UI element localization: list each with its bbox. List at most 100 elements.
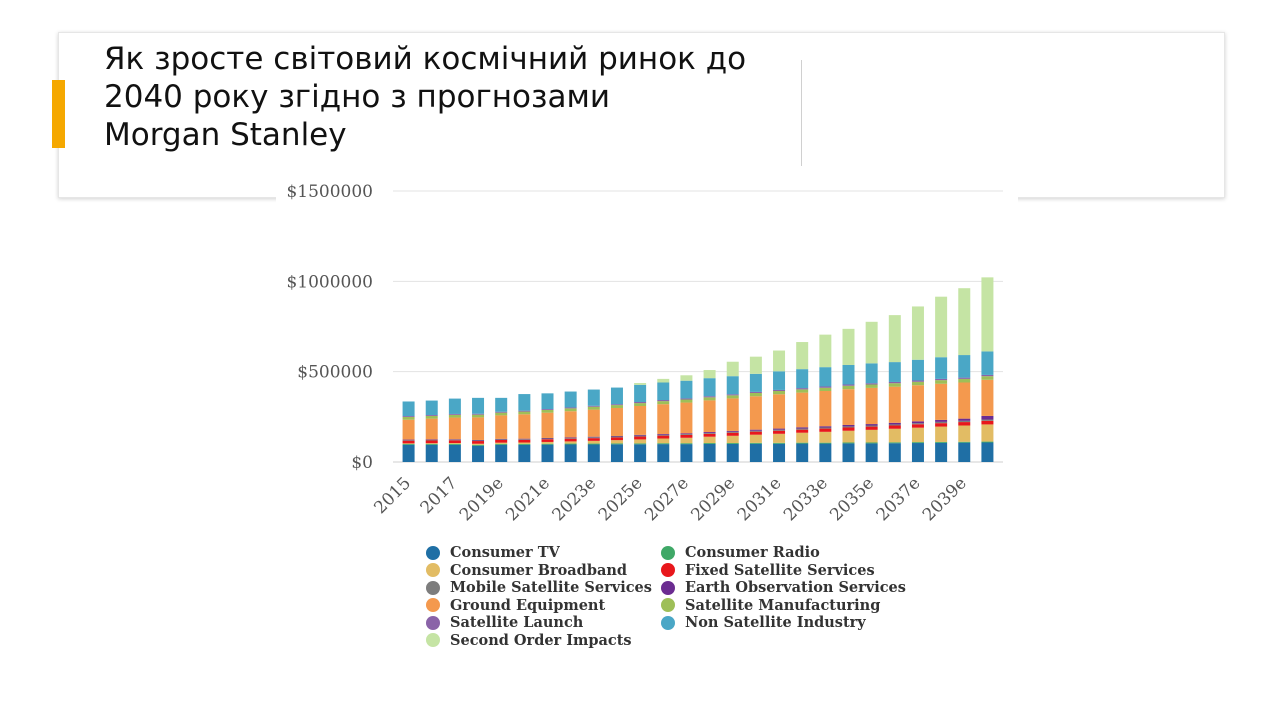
bar-segment [448,417,461,440]
x-tick-label: 2021e [502,473,554,525]
bar-segment [657,400,670,402]
x-tick-label: 2015 [370,473,415,518]
bar-segment [773,391,786,395]
bar-segment [911,442,924,444]
legend-swatch-icon [661,615,675,630]
x-tick-label: 2025e [595,473,647,525]
bar-segment [680,444,693,462]
bar-segment [587,409,600,437]
bar-segment [448,413,461,415]
bar-segment [587,444,600,462]
bar-segment [472,440,485,442]
bar-segment [888,315,901,363]
bar-segment [935,378,948,381]
bar-segment [518,394,531,411]
bar-segment [472,414,485,418]
bar-segment [541,444,554,462]
bar-segment [472,444,485,446]
bar-segment [749,429,762,431]
bar-segment [564,437,577,438]
bar-segment [587,406,600,410]
bar-segment [541,438,554,440]
bar-segment [518,439,531,440]
legend-swatch-icon [426,545,440,560]
bar-segment [657,382,670,401]
bar-segment [680,434,693,435]
bar-segment [610,387,623,405]
x-tick-label: 2033e [780,473,832,525]
bar-segment [680,437,693,444]
bar-segment [680,375,693,381]
bar-segment [634,435,647,437]
bar-segment [564,438,577,442]
bar-segment [796,388,809,390]
bar-segment [703,433,716,437]
bar-segment [610,443,623,445]
y-tick-label: $500000 [297,363,373,383]
bar-segment [726,432,739,436]
bar-segment [726,435,739,444]
bar-segment [564,437,577,439]
bar-segment [472,443,485,445]
bar-segment [749,356,762,374]
bar-segment [935,380,948,384]
bar-segment [657,443,670,445]
x-tick-label: 2029e [687,473,739,525]
bar-segment [819,426,832,428]
bar-segment [749,442,762,444]
bar-segment [657,378,670,383]
bar-segment [726,395,739,399]
bar-segment [425,439,438,440]
bar-segment [888,443,901,462]
bar-segment [657,404,670,434]
bar-segment [935,419,948,422]
bar-segment [981,379,994,416]
bar-segment [726,394,739,396]
bar-segment [981,442,994,462]
bar-segment [448,439,461,440]
bar-segment [819,442,832,444]
legend-label: Consumer Radio [685,544,820,562]
bar-segment [773,394,786,429]
bar-segment [657,444,670,462]
bar-segment [773,430,786,434]
bar-segment [981,424,994,442]
x-tick-label: 2039e [919,473,971,525]
bar-segment [680,399,693,403]
bar-segment [587,405,600,407]
x-tick-label: 2035e [826,473,878,525]
bar-segment [680,433,693,434]
x-tick-label: 2027e [641,473,693,525]
x-tick-label: 2037e [873,473,925,525]
bar-segment [425,400,438,416]
chart-panel: $0 $500000 $1000000 $1500000 2015 2017 2019e 20… [276,178,1018,525]
bar-segment [448,414,461,418]
bar-segment [425,443,438,444]
bar-segment [564,408,577,412]
bar-segment [773,443,786,462]
legend-label: Consumer Broadband [450,561,628,579]
bar-segment [610,440,623,444]
bar-segment [773,429,786,431]
bar-segment [587,443,600,445]
bar-segment [680,398,693,400]
bar-segment [634,384,647,403]
legend-item: Consumer Broadband [426,562,661,580]
bar-segment [842,442,855,444]
bar-segment [888,428,901,443]
title-accent-bar [52,80,65,148]
bar-segment [448,440,461,444]
bar-segment [610,444,623,462]
legend-item: Ground Equipment [426,597,661,615]
bar-segment [472,397,485,414]
bar-segment [518,439,531,443]
bar-segment [402,416,415,418]
bar-segment [703,432,716,433]
bar-segment [773,371,786,390]
bar-segment [842,389,855,425]
bar-segment [796,427,809,429]
bar-segment [865,443,878,462]
bar-segment [472,417,485,440]
bar-segment [587,440,600,444]
bar-segment [865,384,878,388]
